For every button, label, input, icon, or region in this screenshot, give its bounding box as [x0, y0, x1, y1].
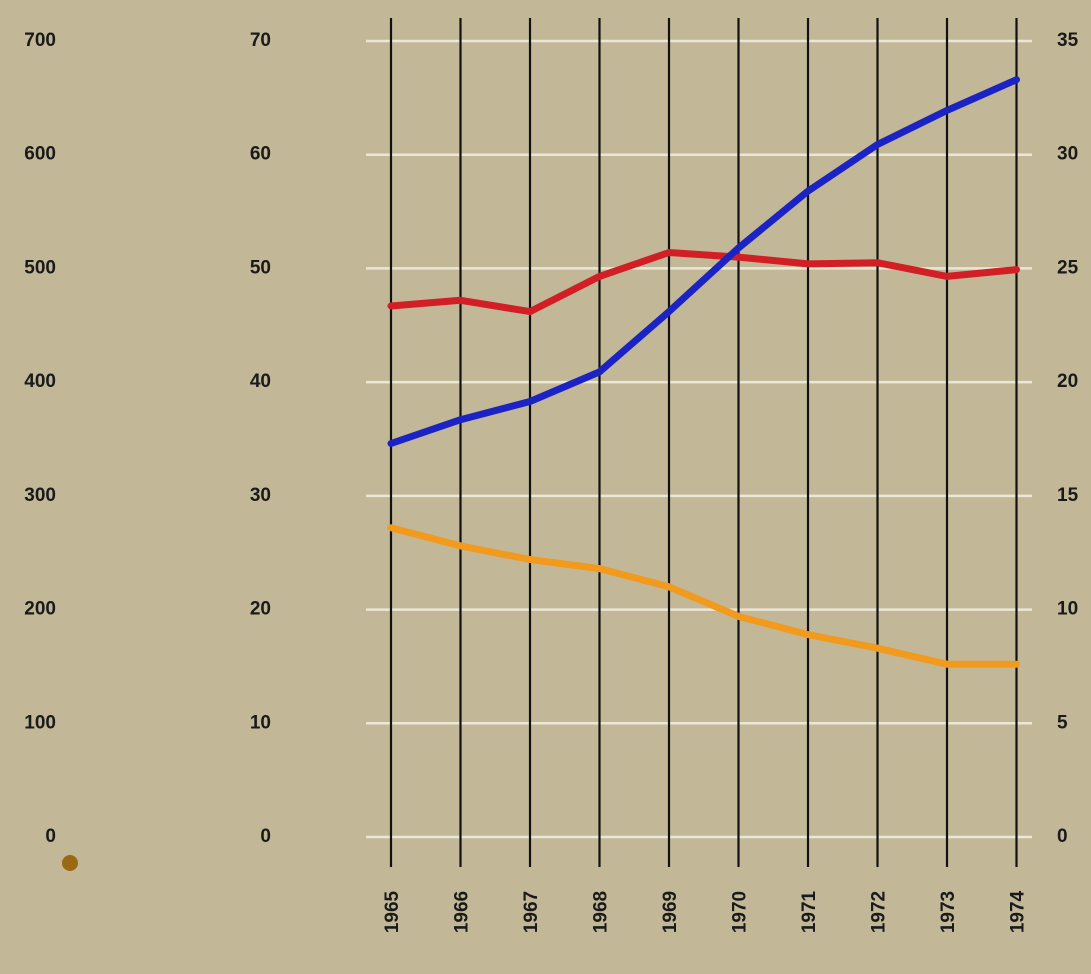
x-tick-label: 1974 — [1008, 890, 1029, 933]
axis-tick-label: 0 — [260, 826, 271, 847]
axis-tick-label: 5 — [1057, 712, 1068, 733]
axis-tick-label: 60 — [250, 144, 271, 165]
x-tick-label: 1965 — [382, 890, 403, 933]
axis-tick-label: 20 — [1057, 371, 1078, 392]
axis-tick-label: 70 — [250, 30, 271, 51]
x-tick-label: 1966 — [452, 891, 473, 933]
axis-tick-label: 300 — [24, 485, 56, 506]
axis-tick-label: 40 — [250, 371, 271, 392]
x-tick-label: 1971 — [799, 890, 820, 933]
series-line — [387, 524, 1020, 668]
axis-tick-label: 0 — [45, 826, 56, 847]
axis-tick-label: 0 — [1057, 826, 1068, 847]
axis-tick-label: 30 — [250, 485, 271, 506]
decorative-dot — [62, 855, 78, 871]
axis-tick-label: 10 — [250, 712, 271, 733]
axis-tick-label: 700 — [24, 30, 56, 51]
series-line — [387, 249, 1020, 316]
x-tick-label: 1973 — [938, 891, 959, 933]
x-tick-label: 1967 — [521, 891, 542, 933]
axis-tick-label: 100 — [24, 712, 56, 733]
series-line — [387, 76, 1020, 447]
x-tick-label: 1969 — [660, 891, 681, 933]
year-vertical-lines — [389, 18, 1018, 867]
axis-tick-label: 500 — [24, 257, 56, 278]
axis-tick-label: 35 — [1057, 30, 1079, 51]
right-axis-ticks: 0 5 10 15 20 25 30 35 — [1057, 30, 1079, 847]
axis-tick-label: 400 — [24, 371, 56, 392]
inner-left-axis-ticks: 0 10 20 30 40 50 60 70 — [250, 30, 271, 847]
axis-tick-label: 20 — [250, 599, 271, 620]
axis-tick-label: 10 — [1057, 599, 1078, 620]
axis-tick-label: 25 — [1057, 257, 1079, 278]
axis-tick-label: 30 — [1057, 144, 1078, 165]
horizontal-gridlines — [366, 39, 1032, 839]
axis-tick-label: 200 — [24, 599, 56, 620]
axis-tick-label: 15 — [1057, 485, 1079, 506]
x-tick-label: 1968 — [591, 891, 612, 933]
x-tick-label: 1970 — [730, 891, 751, 933]
outer-left-axis-ticks: 0 100 200 300 400 500 600 700 — [24, 30, 56, 847]
x-tick-label: 1972 — [869, 891, 890, 933]
data-series — [387, 76, 1020, 668]
axis-tick-label: 600 — [24, 144, 56, 165]
x-axis-year-ticks: 1965 1966 1967 1968 1969 1970 1971 1972 1973 1974 — [382, 890, 1029, 933]
axis-tick-label: 50 — [250, 257, 271, 278]
